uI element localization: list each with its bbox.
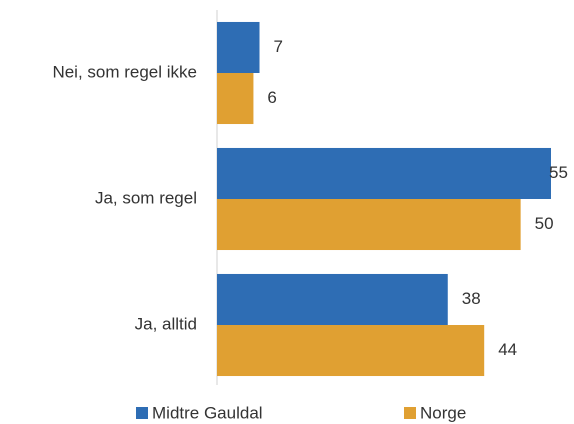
y-tick-label: Ja, som regel (95, 188, 197, 207)
y-tick-label: Nei, som regel ikke (52, 62, 197, 81)
bar (217, 273, 448, 325)
legend-swatch (404, 407, 416, 419)
legend-label: Norge (420, 403, 466, 422)
data-label: 44 (498, 340, 517, 359)
data-label: 55 (549, 163, 568, 182)
bar (217, 325, 485, 377)
bar (217, 147, 551, 199)
data-label: 6 (267, 88, 276, 107)
data-label: 50 (535, 214, 554, 233)
y-tick-label: Ja, alltid (135, 314, 197, 333)
data-label: 38 (462, 289, 481, 308)
legend-label: Midtre Gauldal (152, 403, 263, 422)
bar (217, 199, 521, 251)
bar (217, 21, 260, 73)
data-label: 7 (274, 37, 283, 56)
legend-swatch (136, 407, 148, 419)
bar (217, 73, 254, 125)
